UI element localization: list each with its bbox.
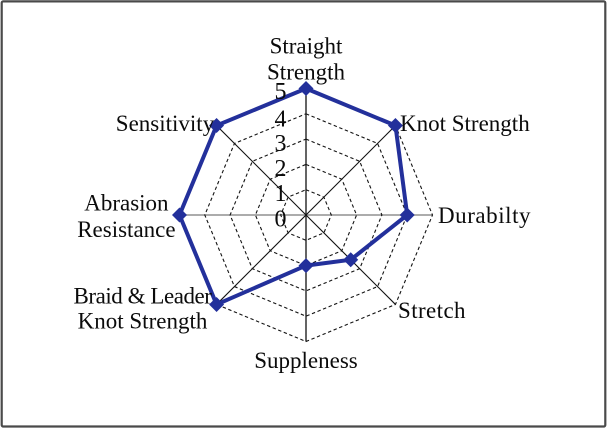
svg-text:Straight: Straight [270, 34, 343, 59]
svg-text:3: 3 [275, 131, 287, 157]
svg-text:2: 2 [275, 156, 287, 182]
svg-text:Knot Strength: Knot Strength [400, 111, 530, 136]
svg-text:Stretch: Stretch [398, 298, 466, 323]
svg-text:4: 4 [275, 106, 287, 132]
svg-text:1: 1 [275, 181, 287, 207]
svg-text:0: 0 [275, 207, 287, 233]
svg-text:5: 5 [275, 79, 287, 105]
svg-text:Suppleness: Suppleness [254, 348, 358, 373]
svg-text:Abrasion: Abrasion [84, 190, 169, 215]
svg-text:Resistance: Resistance [77, 217, 175, 242]
svg-text:Strength: Strength [267, 60, 345, 85]
svg-text:Braid & Leader: Braid & Leader [73, 284, 212, 309]
svg-text:Durabilty: Durabilty [438, 203, 531, 228]
svg-text:Knot Strength: Knot Strength [78, 308, 208, 333]
svg-text:Sensitivity: Sensitivity [116, 111, 215, 136]
